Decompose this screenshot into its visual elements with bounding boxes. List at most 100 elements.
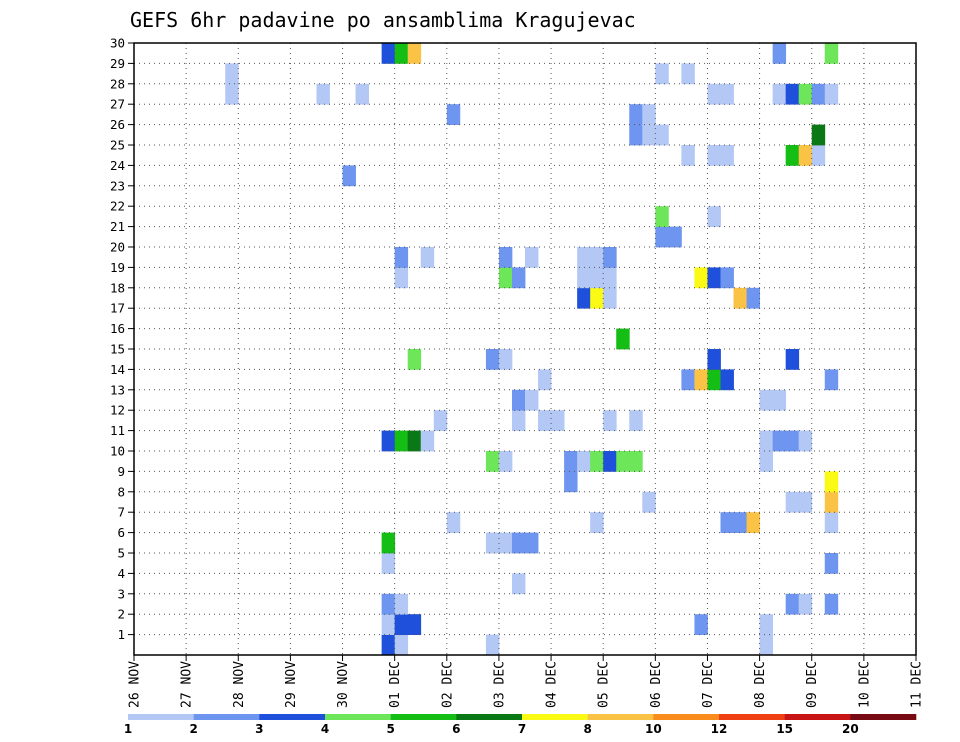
heatmap-cell (811, 145, 826, 166)
heatmap-cell (511, 267, 526, 289)
heatmap-cell (694, 614, 708, 635)
y-tick-label: 23 (110, 178, 125, 193)
heatmap-cell (707, 145, 721, 166)
heatmap-cell (577, 287, 591, 309)
y-tick-label: 16 (110, 321, 125, 336)
y-tick-label: 10 (110, 444, 125, 459)
y-tick-label: 14 (110, 362, 125, 377)
heatmap-cell (511, 573, 526, 595)
heatmap-cell (629, 451, 643, 472)
heatmap-cell (629, 124, 643, 146)
heatmap-cell (824, 491, 839, 513)
x-tick-label: 03 DEC (492, 661, 507, 708)
heatmap-cell (746, 287, 760, 309)
heatmap-cell (746, 512, 760, 533)
heatmap-cell (772, 389, 787, 411)
x-tick-label: 01 DEC (388, 661, 403, 708)
y-tick-label: 17 (110, 301, 125, 316)
heatmap-cell (603, 247, 617, 268)
colorbar-swatch (193, 714, 260, 720)
colorbar-label: 6 (452, 722, 460, 736)
heatmap-cell (394, 430, 409, 452)
heatmap-cell (525, 532, 539, 554)
y-tick-label: 5 (117, 546, 125, 561)
colorbar-swatch (653, 714, 720, 720)
heatmap-cell (629, 410, 643, 431)
chart-title: GEFS 6hr padavine po ansamblima Kragujev… (130, 8, 636, 32)
colorbar-label: 15 (776, 722, 793, 736)
heatmap-cell (577, 247, 591, 268)
y-tick-label: 3 (117, 586, 125, 601)
heatmap-cell (603, 287, 617, 309)
heatmap-cell (759, 634, 774, 656)
y-tick-label: 7 (117, 505, 125, 520)
y-tick-label: 30 (110, 36, 125, 51)
heatmap-cell (577, 267, 591, 289)
heatmap-cell (798, 491, 813, 513)
colorbar-label: 4 (321, 722, 329, 736)
heatmap-cell (785, 430, 800, 452)
heatmap-cell (407, 614, 422, 635)
heatmap-cell (590, 512, 604, 533)
heatmap-cell (798, 145, 813, 166)
heatmap-cell (394, 267, 409, 289)
colorbar-label: 20 (842, 722, 859, 736)
y-tick-label: 22 (110, 199, 125, 214)
heatmap-cell (485, 634, 500, 656)
heatmap-cell (759, 430, 774, 452)
colorbar-label: 5 (386, 722, 394, 736)
heatmap-cell (824, 83, 839, 105)
y-tick-label: 18 (110, 280, 125, 295)
heatmap-cell (485, 349, 500, 370)
heatmap-cell (772, 43, 787, 64)
heatmap-cell (785, 83, 800, 105)
heatmap-cell (785, 491, 800, 513)
heatmap-cell (498, 349, 513, 370)
heatmap-cell (381, 532, 396, 554)
colorbar-label: 2 (189, 722, 197, 736)
heatmap-cell (394, 43, 409, 64)
heatmap-cell (655, 124, 669, 146)
heatmap-cell (394, 614, 409, 635)
heatmap-cell (498, 247, 513, 268)
colorbar-label: 10 (645, 722, 662, 736)
y-tick-label: 6 (117, 525, 125, 540)
heatmap-cell (759, 389, 774, 411)
y-tick-label: 8 (117, 484, 125, 499)
heatmap-cell (381, 614, 396, 635)
heatmap-cell (811, 83, 826, 105)
heatmap-cell (381, 634, 396, 656)
heatmap-cell (772, 83, 787, 105)
heatmap-cell (498, 267, 513, 289)
heatmap-cell (681, 145, 695, 166)
heatmap-cell (407, 43, 422, 64)
heatmap-cell (511, 532, 526, 554)
colorbar-swatch (259, 714, 326, 720)
heatmap-cell (707, 267, 721, 289)
heatmap-cell (394, 593, 409, 615)
heatmap-cell (485, 451, 500, 472)
colorbar-swatch (325, 714, 391, 720)
x-axis: 26 NOV 27 NOV 28 NOV 29 NOV 30 NOV 01 DEC 02 D… (128, 655, 925, 708)
y-tick-label: 11 (110, 423, 125, 438)
x-tick-label: 04 DEC (545, 661, 560, 708)
heatmap-cell (316, 83, 330, 105)
heatmap-cell (720, 512, 734, 533)
heatmap-cell (655, 226, 669, 248)
heatmap-cell (590, 451, 604, 472)
heatmap-cell (342, 165, 356, 187)
heatmap-cell (381, 430, 396, 452)
heatmap-cell (446, 512, 461, 533)
heatmap-cell (511, 410, 526, 431)
heatmap-cell (655, 206, 669, 227)
colorbar-swatch (850, 714, 917, 720)
x-tick-label: 10 DEC (857, 661, 872, 708)
x-tick-label: 11 DEC (910, 661, 925, 708)
heatmap-cell (433, 410, 448, 431)
y-tick-label: 21 (110, 219, 125, 234)
heatmap-cell (720, 145, 734, 166)
y-tick-label: 19 (110, 260, 125, 275)
x-tick-label: 02 DEC (440, 661, 455, 708)
colorbar-label: 1 (124, 722, 132, 736)
